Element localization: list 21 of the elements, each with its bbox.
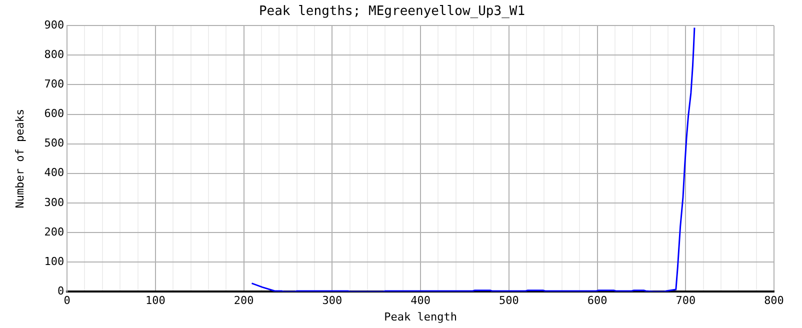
- y-tick-label: 600: [44, 107, 64, 120]
- y-axis-title: Number of peaks: [13, 108, 26, 208]
- y-tick-label: 800: [44, 48, 64, 62]
- x-tick-label: 100: [145, 294, 166, 308]
- x-axis-title: Peak length: [384, 310, 457, 324]
- y-tick-label: 0: [57, 284, 64, 298]
- y-tick-label: 500: [44, 136, 64, 150]
- x-tick-label: 200: [234, 294, 254, 308]
- x-tick-label: 500: [498, 294, 519, 308]
- y-tick-label: 200: [44, 225, 64, 238]
- x-tick-label: 800: [764, 294, 784, 308]
- x-tick-label: 700: [676, 294, 696, 308]
- y-tick-label: 900: [44, 18, 64, 32]
- chart-title: Peak lengths; MEgreenyellow_Up3_W1: [258, 4, 526, 20]
- x-tick-label: 600: [587, 294, 608, 308]
- y-tick-label: 100: [44, 254, 64, 268]
- y-tick-label: 300: [44, 196, 64, 209]
- y-tick-label: 700: [44, 78, 64, 91]
- y-tick-label: 400: [44, 166, 64, 180]
- x-tick-label: 300: [322, 294, 342, 308]
- x-tick-label: 400: [410, 294, 430, 308]
